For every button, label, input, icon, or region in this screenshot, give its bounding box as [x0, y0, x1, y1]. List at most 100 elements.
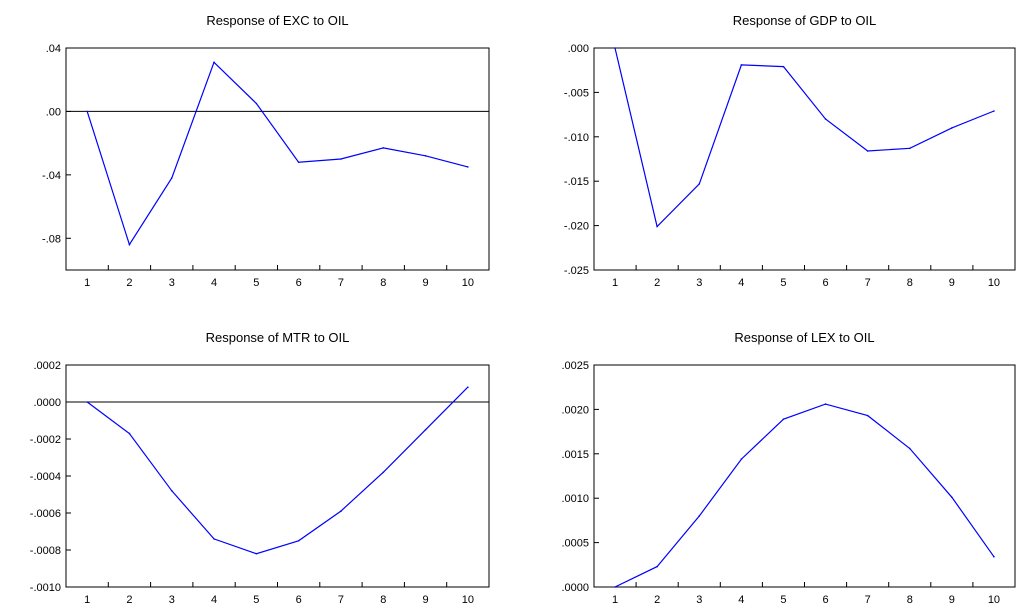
x-tick-label: 2: [654, 277, 660, 289]
x-tick-label: 7: [338, 594, 344, 605]
data-point: [782, 65, 785, 68]
x-tick-label: 2: [654, 594, 660, 605]
data-point: [297, 161, 300, 163]
y-tick-label: -.0004: [30, 471, 61, 483]
data-point: [866, 414, 869, 417]
x-tick-label: 8: [907, 277, 913, 289]
plot-frame: [65, 364, 490, 588]
data-point: [656, 225, 658, 228]
chart-panel-4: Response of LEX to OIL .0025 .0020 .0015 .00…: [561, 330, 1016, 605]
data-point: [740, 64, 743, 66]
data-point: [698, 183, 701, 185]
y-tick-label: .0015: [561, 449, 589, 461]
data-point: [698, 515, 701, 517]
data-point: [782, 418, 785, 420]
x-tick-label: 4: [211, 594, 217, 605]
x-tick-label: 6: [296, 277, 302, 289]
x-tick-label: 4: [211, 277, 217, 289]
x-tick-label: 1: [84, 594, 90, 605]
data-point: [128, 243, 131, 246]
chart-panel-3: Response of MTR to OIL .0002 .0000 -.0002 -.…: [30, 330, 490, 605]
y-tick-label: .0002: [33, 360, 61, 372]
data-point: [86, 110, 88, 113]
data-point: [614, 47, 616, 49]
y-tick-label: .0020: [561, 404, 589, 416]
data-point: [170, 490, 173, 492]
x-tick-label: 5: [253, 594, 259, 605]
x-tick-label: 9: [949, 594, 955, 605]
x-tick-label: 7: [338, 277, 344, 289]
x-tick-label: 10: [462, 277, 474, 289]
chart-panel-1: Response of EXC to OIL .04 .00 -.04 -.08 1 2 3 4…: [42, 13, 490, 289]
chart-panel-2: Response of GDP to OIL .000 -.005 -.010 -.01…: [564, 13, 1016, 289]
y-tick-label: -.015: [564, 176, 589, 188]
x-tick-label: 8: [907, 594, 913, 605]
x-tick-label: 7: [865, 594, 871, 605]
y-tick-label: .0005: [561, 538, 589, 550]
series-line: [86, 61, 468, 247]
data-point: [255, 552, 258, 555]
x-tick-label: 10: [988, 594, 1000, 605]
x-tick-label: 6: [822, 594, 828, 605]
y-tick-label: .0000: [561, 582, 589, 594]
x-tick-label: 8: [380, 594, 386, 605]
y-tick-label: .0010: [561, 493, 589, 505]
data-point: [86, 401, 88, 403]
data-point: [951, 496, 953, 499]
data-point: [170, 177, 173, 179]
x-tick-label: 3: [169, 277, 175, 289]
y-tick-label: -.08: [42, 233, 61, 245]
plot-frame: [65, 47, 490, 271]
series-line: [614, 47, 995, 228]
x-tick-label: 2: [126, 277, 132, 289]
plot-frame: [593, 364, 1016, 588]
x-tick-label: 9: [422, 277, 428, 289]
x-tick-label: 9: [949, 277, 955, 289]
x-tick-label: 2: [126, 594, 132, 605]
x-tick-label: 9: [422, 594, 428, 605]
plot-frame: [593, 47, 1016, 271]
x-tick-label: 10: [988, 277, 1000, 289]
data-point: [951, 127, 953, 129]
y-tick-label: .0025: [561, 360, 589, 372]
data-point: [908, 147, 911, 150]
data-point: [908, 447, 911, 450]
chart-title: Response of MTR to OIL: [206, 330, 350, 345]
data-point: [382, 147, 385, 149]
data-point: [866, 150, 869, 152]
data-point: [255, 102, 258, 105]
y-tick-label: -.0006: [30, 508, 61, 520]
data-point: [213, 538, 215, 540]
y-tick-label: -.025: [564, 265, 589, 277]
series-line: [86, 386, 469, 555]
x-tick-label: 10: [462, 594, 474, 605]
y-tick-label: .04: [46, 43, 61, 55]
data-point: [213, 61, 215, 64]
data-point: [656, 565, 658, 568]
chart-title: Response of LEX to OIL: [734, 330, 874, 345]
x-tick-label: 1: [612, 594, 618, 605]
data-point: [297, 539, 300, 542]
data-point: [824, 118, 827, 120]
data-point: [340, 510, 342, 512]
x-tick-label: 4: [738, 277, 744, 289]
x-tick-label: 5: [780, 277, 786, 289]
series-line: [614, 403, 995, 588]
data-point: [340, 158, 342, 160]
data-point: [424, 155, 427, 157]
data-point: [424, 428, 427, 431]
y-tick-label: -.0010: [30, 582, 61, 594]
x-tick-label: 3: [169, 594, 175, 605]
chart-title: Response of GDP to OIL: [733, 13, 877, 28]
x-tick-label: 6: [296, 594, 302, 605]
y-tick-label: -.04: [42, 170, 61, 182]
y-tick-label: -.010: [564, 132, 589, 144]
x-tick-label: 5: [780, 594, 786, 605]
y-tick-label: -.0002: [30, 434, 61, 446]
x-tick-label: 4: [738, 594, 744, 605]
x-tick-label: 1: [84, 277, 90, 289]
y-tick-label: .0000: [33, 397, 61, 409]
data-point: [740, 458, 743, 460]
x-tick-label: 7: [865, 277, 871, 289]
